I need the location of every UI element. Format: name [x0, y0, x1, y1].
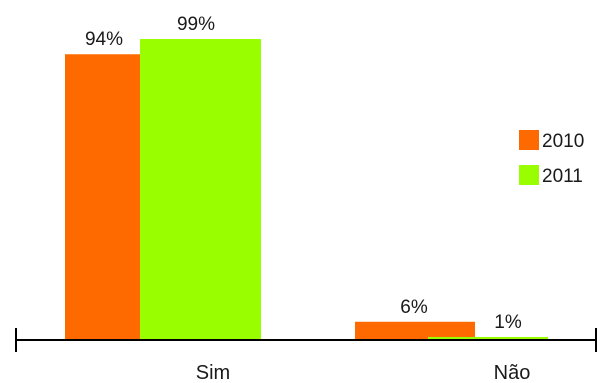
legend-label-2011: 2011: [542, 166, 583, 187]
value-labels-group: 94% 6% 99% 1%: [85, 14, 522, 333]
data-label-2011-0: 99%: [177, 14, 215, 35]
category-labels-group: Sim Não: [196, 362, 531, 383]
category-label-0: Sim: [196, 362, 230, 383]
category-label-1: Não: [494, 362, 531, 383]
bars-group: [65, 39, 548, 341]
bar-2010-nao: [355, 321, 475, 340]
data-label-2010-1: 6%: [400, 297, 428, 318]
x-axis: [15, 328, 597, 352]
bar-2010-sim: [65, 54, 140, 341]
legend-swatch-2011: [519, 165, 539, 185]
legend-label-2010: 2010: [542, 131, 584, 152]
legend-swatch-2010: [519, 130, 539, 150]
legend: 2010 2011: [519, 130, 584, 187]
data-label-2010-0: 94%: [85, 29, 123, 50]
bar-2011-sim: [140, 39, 261, 340]
bar-2011-nao: [428, 336, 548, 340]
data-label-2011-1: 1%: [494, 312, 522, 333]
